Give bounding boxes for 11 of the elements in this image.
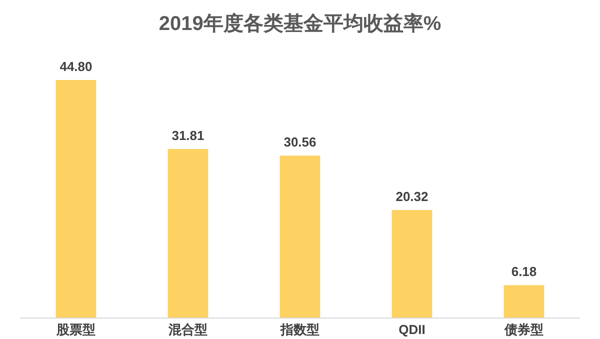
x-tick-label: 指数型 [280,322,320,337]
x-tick-label: 债券型 [504,322,544,337]
data-label: 31.81 [172,128,204,144]
data-label: 6.18 [511,264,537,280]
data-label: 44.80 [60,59,92,74]
x-tick-label: 混合型 [168,322,208,337]
x-tick-label: 股票型 [56,322,96,337]
title: 2019年度各类基金平均收益率% [158,13,442,35]
data-label: 20.32 [396,189,428,204]
data-label: 30.56 [284,134,316,150]
x-tick-label: QDII [398,322,426,337]
